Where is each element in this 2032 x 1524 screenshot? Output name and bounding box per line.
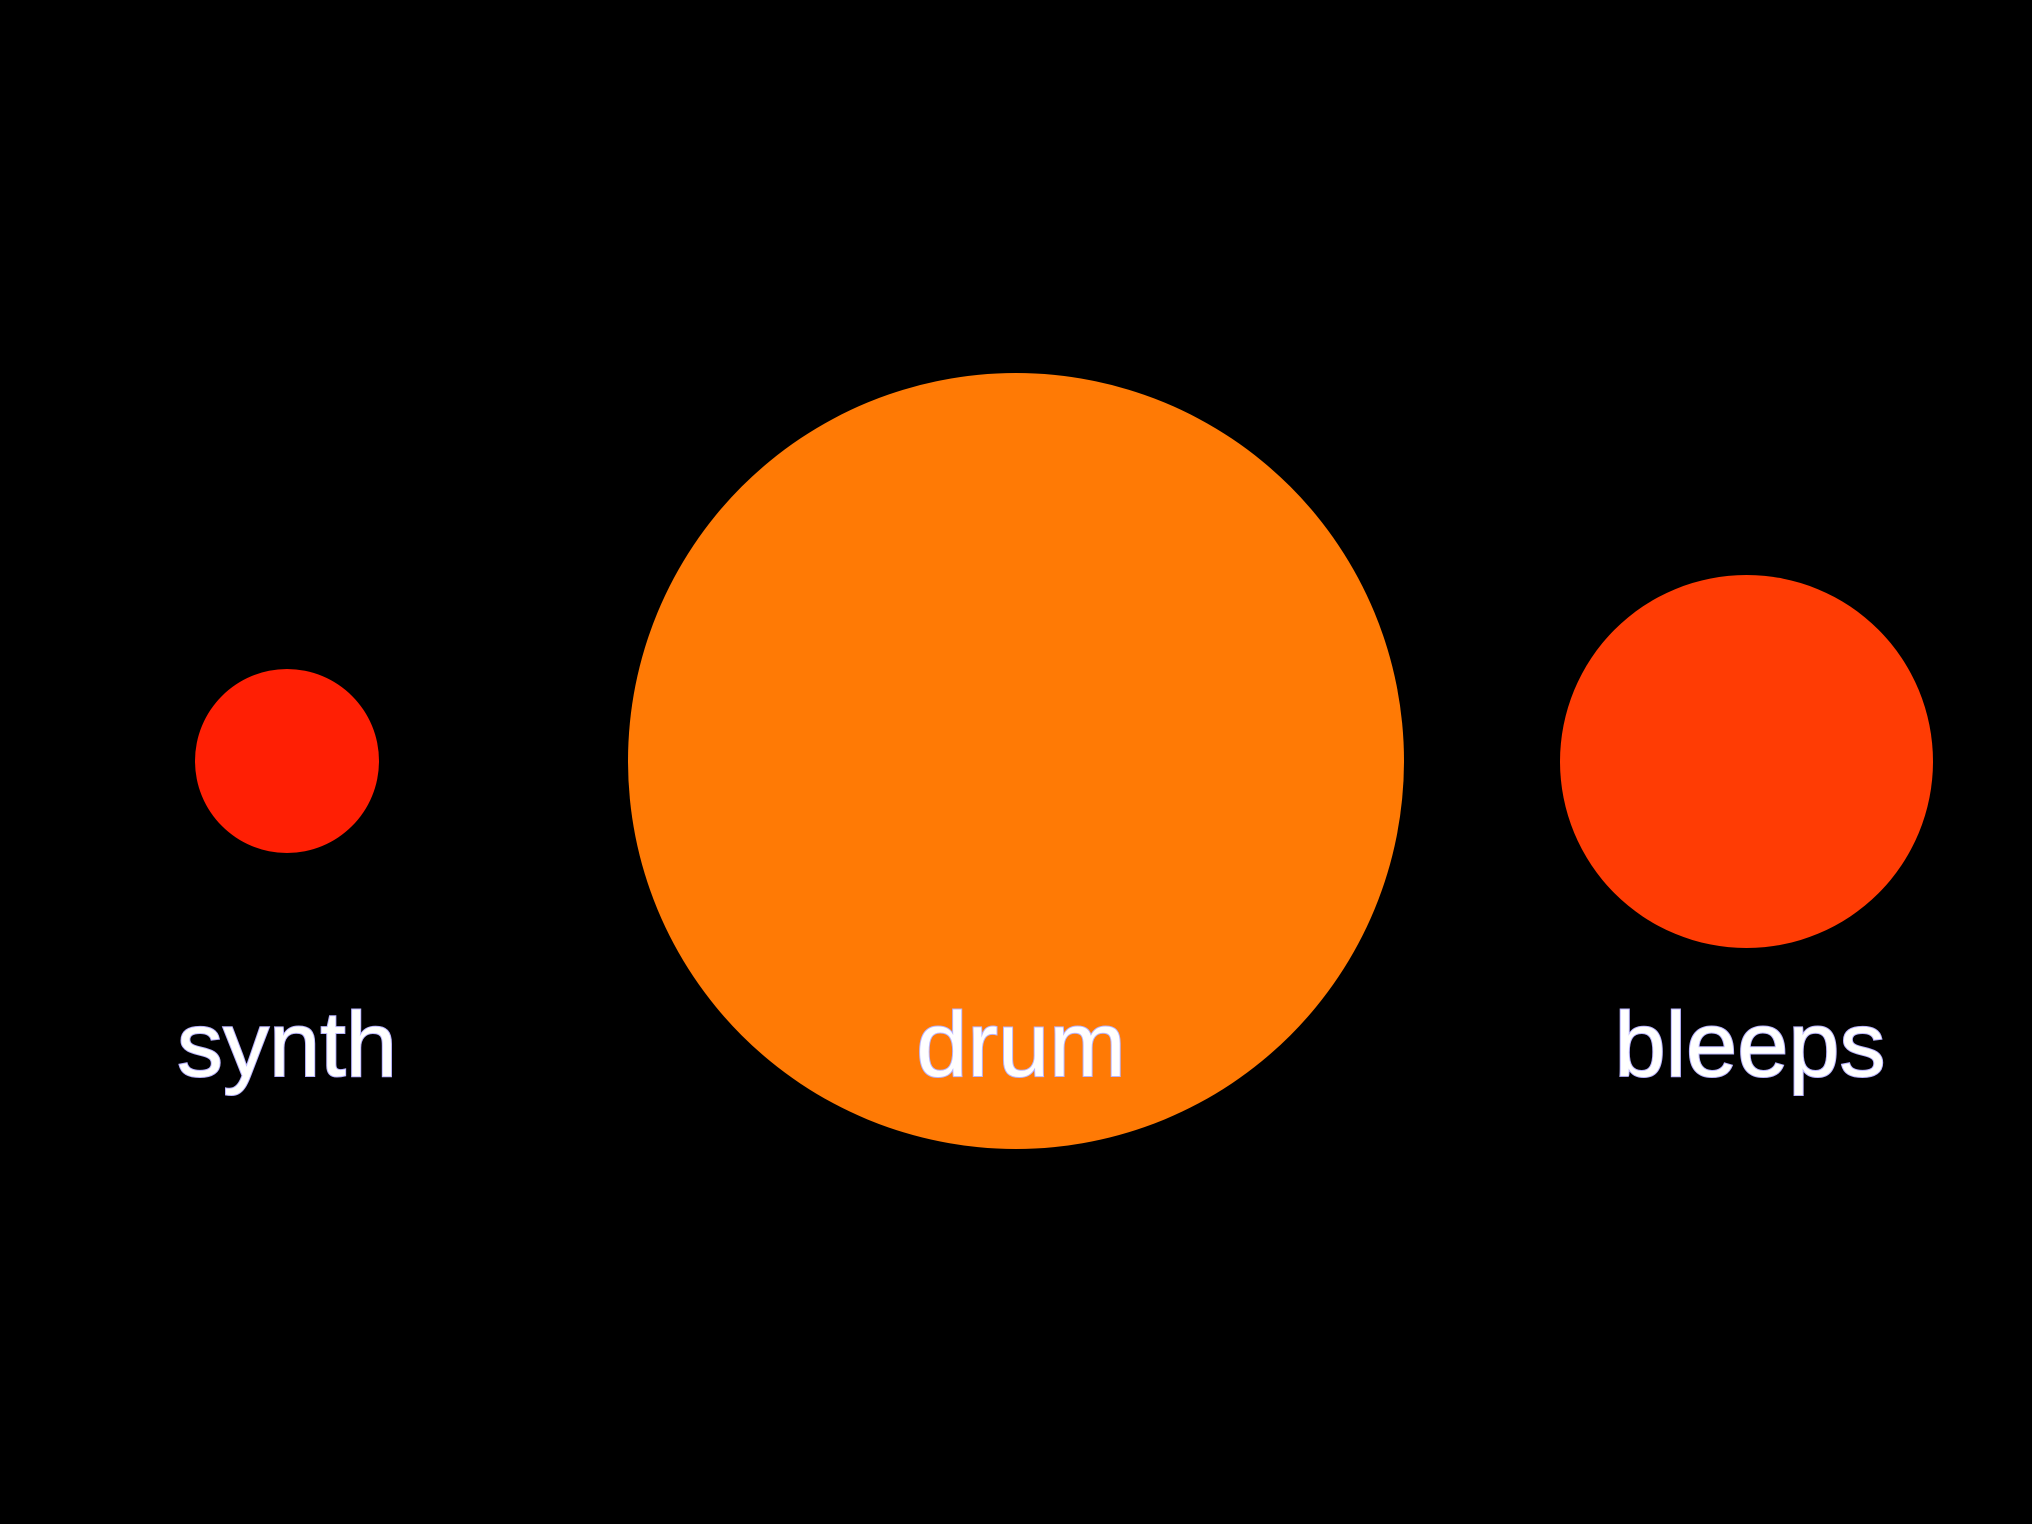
bleeps-label: bleeps: [1613, 993, 1886, 1097]
drum-label: drum: [915, 993, 1127, 1097]
drum-circle: [628, 373, 1404, 1149]
synth-label: synth: [176, 993, 398, 1097]
synth-circle: [195, 669, 379, 853]
bleeps-circle: [1560, 575, 1933, 948]
